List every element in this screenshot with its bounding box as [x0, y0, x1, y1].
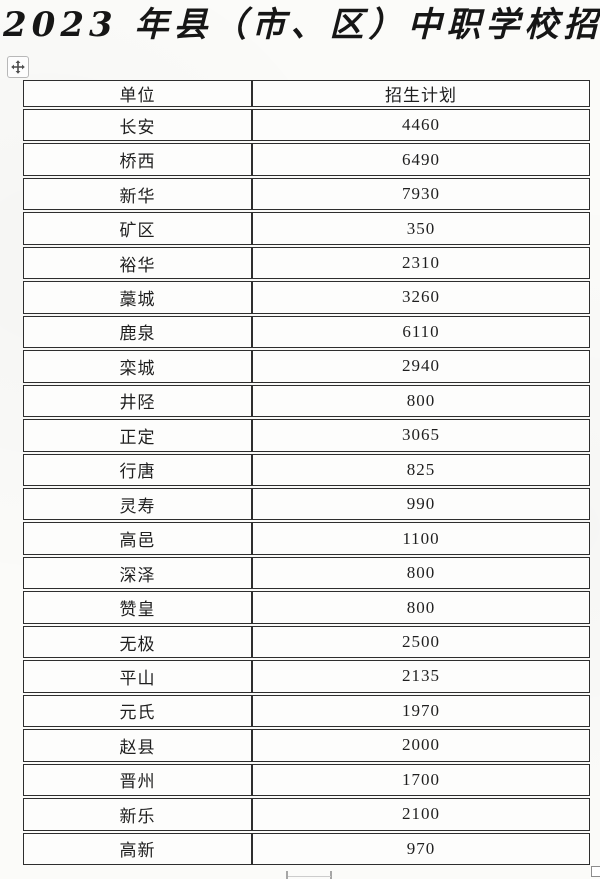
table-row: 行唐 825 [23, 453, 590, 486]
unit-cell[interactable]: 新乐 [23, 798, 252, 831]
plan-cell[interactable]: 4460 [252, 109, 590, 142]
unit-cell[interactable]: 新华 [23, 177, 252, 211]
table-row: 正定 3065 [23, 419, 590, 452]
table-row: 高邑 1100 [23, 522, 590, 555]
table-header-row: 单位 招生计划 [23, 80, 590, 107]
unit-cell[interactable]: 平山 [23, 660, 252, 693]
unit-cell[interactable]: 矿区 [23, 212, 252, 245]
table-row: 矿区 350 [23, 212, 590, 245]
unit-cell[interactable]: 晋州 [23, 763, 252, 797]
table-row: 平山 2135 [23, 660, 590, 693]
plan-cell[interactable]: 825 [252, 453, 590, 486]
table-body: 长安 4460 桥西 6490 新华 7930 矿区 350 裕华 2310 藁城 3260 鹿泉 611… [23, 109, 590, 865]
plan-cell[interactable]: 6490 [252, 143, 590, 176]
clipped-element-mark-right [330, 871, 332, 879]
table-move-handle[interactable] [7, 56, 29, 78]
table-row: 新乐 2100 [23, 798, 590, 831]
plan-cell[interactable]: 7930 [252, 177, 590, 211]
unit-cell[interactable]: 桥西 [23, 143, 252, 176]
plan-cell[interactable]: 990 [252, 487, 590, 521]
table-row: 高新 970 [23, 832, 590, 865]
plan-cell[interactable]: 1100 [252, 522, 590, 555]
unit-cell[interactable]: 高新 [23, 832, 252, 865]
unit-cell[interactable]: 高邑 [23, 522, 252, 555]
unit-cell[interactable]: 裕华 [23, 246, 252, 280]
table-row: 新华 7930 [23, 177, 590, 211]
unit-cell[interactable]: 井陉 [23, 384, 252, 418]
page-title: 2023 年县（市、区）中职学校招生计 [3, 5, 600, 45]
col-header-unit[interactable]: 单位 [23, 80, 252, 107]
plan-cell[interactable]: 1970 [252, 694, 590, 728]
table-row: 赵县 2000 [23, 729, 590, 762]
table-row: 藁城 3260 [23, 281, 590, 314]
col-header-plan[interactable]: 招生计划 [252, 80, 590, 107]
table-row: 鹿泉 6110 [23, 315, 590, 349]
plan-cell[interactable]: 1700 [252, 763, 590, 797]
plan-cell[interactable]: 800 [252, 384, 590, 418]
unit-cell[interactable]: 赞皇 [23, 591, 252, 624]
table-row: 无极 2500 [23, 625, 590, 659]
plan-cell[interactable]: 2310 [252, 246, 590, 280]
plan-cell[interactable]: 2000 [252, 729, 590, 762]
plan-cell[interactable]: 800 [252, 556, 590, 590]
unit-cell[interactable]: 赵县 [23, 729, 252, 762]
unit-cell[interactable]: 正定 [23, 419, 252, 452]
unit-cell[interactable]: 元氏 [23, 694, 252, 728]
table-row: 栾城 2940 [23, 350, 590, 383]
table-row: 长安 4460 [23, 109, 590, 142]
clipped-element-mark-bar [288, 876, 331, 877]
move-icon [10, 59, 26, 75]
table-row: 晋州 1700 [23, 763, 590, 797]
plan-cell[interactable]: 970 [252, 832, 590, 865]
table-row: 井陉 800 [23, 384, 590, 418]
table-row: 元氏 1970 [23, 694, 590, 728]
unit-cell[interactable]: 灵寿 [23, 487, 252, 521]
plan-cell[interactable]: 3260 [252, 281, 590, 314]
table-resize-handle[interactable] [591, 866, 600, 877]
plan-cell[interactable]: 800 [252, 591, 590, 624]
table-row: 赞皇 800 [23, 591, 590, 624]
plan-cell[interactable]: 2940 [252, 350, 590, 383]
plan-cell[interactable]: 350 [252, 212, 590, 245]
unit-cell[interactable]: 藁城 [23, 281, 252, 314]
enrollment-table: 单位 招生计划 长安 4460 桥西 6490 新华 7930 矿区 350 裕华 2310 藁城 3… [23, 78, 590, 867]
unit-cell[interactable]: 无极 [23, 625, 252, 659]
table-row: 灵寿 990 [23, 487, 590, 521]
plan-cell[interactable]: 3065 [252, 419, 590, 452]
unit-cell[interactable]: 栾城 [23, 350, 252, 383]
unit-cell[interactable]: 长安 [23, 109, 252, 142]
unit-cell[interactable]: 行唐 [23, 453, 252, 486]
table-row: 裕华 2310 [23, 246, 590, 280]
plan-cell[interactable]: 2135 [252, 660, 590, 693]
unit-cell[interactable]: 深泽 [23, 556, 252, 590]
table-row: 深泽 800 [23, 556, 590, 590]
plan-cell[interactable]: 2100 [252, 798, 590, 831]
plan-cell[interactable]: 2500 [252, 625, 590, 659]
clipped-element-mark-left [286, 871, 288, 879]
plan-cell[interactable]: 6110 [252, 315, 590, 349]
unit-cell[interactable]: 鹿泉 [23, 315, 252, 349]
table-row: 桥西 6490 [23, 143, 590, 176]
